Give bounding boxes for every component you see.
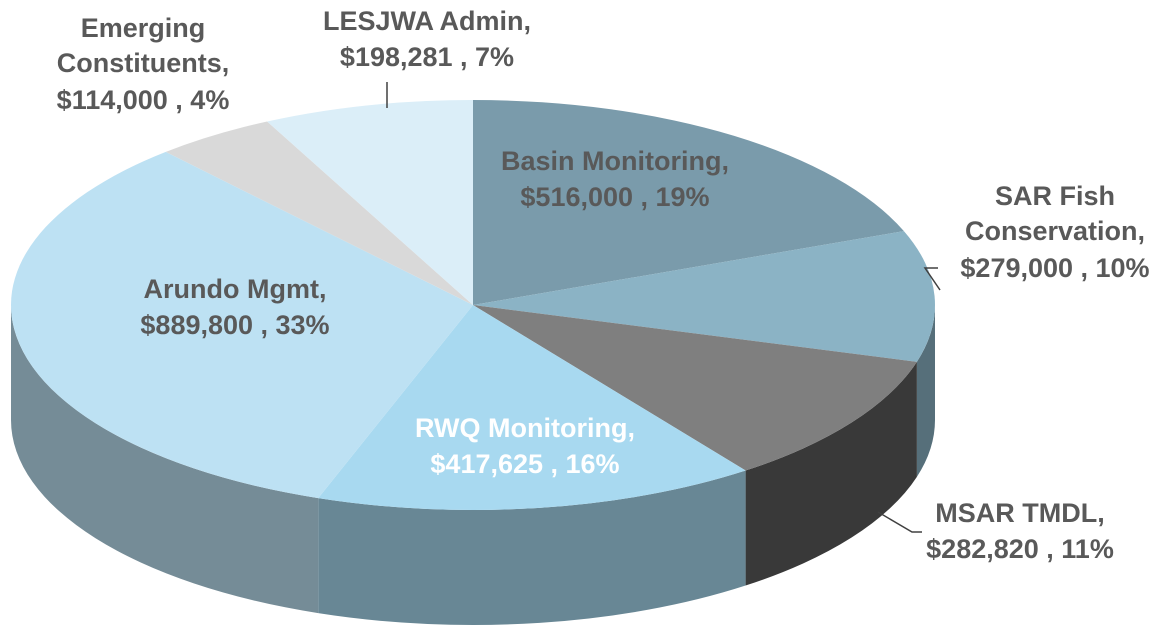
value-label: $516,000 , 19% xyxy=(520,182,709,212)
leader-line xyxy=(877,511,922,533)
value-label: $889,800 , 33% xyxy=(140,310,329,340)
value-label: $114,000 , 4% xyxy=(57,85,230,115)
pie-slice xyxy=(473,305,917,471)
category-label: LESJWA Admin, xyxy=(323,6,531,36)
category-label: Basin Monitoring, xyxy=(501,146,729,176)
leader-line xyxy=(923,267,941,291)
pie-slice xyxy=(267,100,473,305)
pie-side xyxy=(318,470,746,625)
pie-slice xyxy=(11,151,474,499)
pie-side xyxy=(916,305,935,477)
pie-slice xyxy=(473,100,904,305)
pie-slice xyxy=(165,121,473,305)
category-label: SAR Fish Conservation, xyxy=(965,181,1145,246)
pie-side xyxy=(745,361,917,586)
leader-lines xyxy=(386,82,941,533)
pie-slice xyxy=(318,305,746,510)
pie-slice xyxy=(473,231,935,362)
value-label: $417,625 , 16% xyxy=(430,449,619,479)
category-label: MSAR TMDL, xyxy=(935,498,1104,528)
category-label: Arundo Mgmt, xyxy=(144,274,327,304)
category-label: RWQ Monitoring, xyxy=(415,413,635,443)
value-label: $198,281 , 7% xyxy=(340,42,514,72)
value-label: $282,820 , 11% xyxy=(926,534,1114,564)
pie xyxy=(11,100,935,625)
value-label: $279,000 , 10% xyxy=(960,253,1149,283)
pie-side xyxy=(11,305,319,614)
labels: Basin Monitoring, $516,000 , 19% SAR Fish C… xyxy=(57,6,1150,564)
category-label: Emerging Constituents, xyxy=(57,13,230,78)
